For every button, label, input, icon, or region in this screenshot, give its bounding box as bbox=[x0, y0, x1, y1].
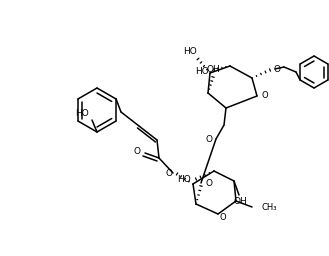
Text: HO: HO bbox=[177, 175, 191, 184]
Text: OH: OH bbox=[233, 197, 247, 206]
Text: O: O bbox=[205, 135, 212, 144]
Text: O: O bbox=[220, 212, 227, 221]
Text: O: O bbox=[133, 147, 140, 156]
Text: HO: HO bbox=[75, 110, 89, 119]
Text: OH: OH bbox=[206, 65, 220, 73]
Text: O: O bbox=[205, 179, 212, 188]
Text: HO: HO bbox=[195, 67, 209, 76]
Text: O: O bbox=[274, 65, 281, 73]
Text: CH₃: CH₃ bbox=[261, 202, 276, 211]
Text: O: O bbox=[262, 91, 268, 101]
Text: O: O bbox=[166, 168, 173, 177]
Text: HO: HO bbox=[183, 47, 197, 56]
